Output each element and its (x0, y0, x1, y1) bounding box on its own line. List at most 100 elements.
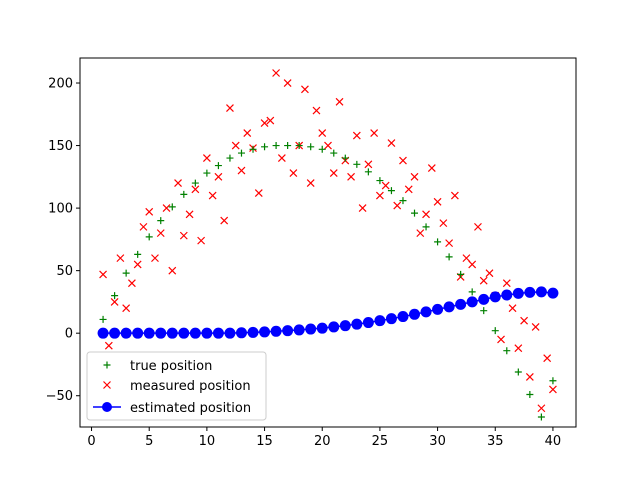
true-point (480, 307, 488, 315)
true-point (341, 154, 349, 162)
measured-point (99, 270, 107, 279)
measured-point (364, 160, 373, 169)
measured-point (104, 341, 113, 350)
measured-point (260, 119, 269, 127)
estimated-point (109, 327, 121, 339)
true-point (422, 223, 430, 231)
measured-point (439, 219, 448, 228)
measured-point (404, 185, 413, 194)
true-point (468, 288, 476, 296)
true-point (353, 160, 361, 168)
x-tick-label: 40 (545, 434, 562, 449)
estimated-point (443, 301, 455, 313)
estimated-point (501, 289, 513, 301)
true-point (295, 142, 303, 150)
measured-point (202, 154, 211, 162)
estimated-point (466, 296, 478, 308)
measured-point (312, 106, 321, 115)
true-point (111, 292, 119, 300)
measured-point (306, 179, 315, 188)
measured-point (266, 116, 275, 125)
estimated-point (524, 286, 536, 298)
measured-point (358, 204, 367, 213)
x-tick-label: 0 (87, 434, 95, 449)
estimated-point (351, 318, 363, 330)
legend-label-measured: measured position (130, 379, 251, 394)
measured-point (283, 79, 292, 87)
estimated-point (316, 322, 328, 334)
y-tick-label: 200 (48, 77, 73, 92)
true-point (457, 270, 465, 278)
legend-label-true: true position (130, 359, 212, 374)
measured-point (381, 181, 390, 190)
measured-point (474, 222, 482, 231)
estimated-point (143, 327, 155, 339)
true-point (191, 179, 199, 187)
measured-point (145, 207, 154, 216)
true-point (364, 168, 372, 176)
measured-point (375, 191, 384, 200)
measured-point (301, 85, 309, 94)
true-point (514, 368, 522, 376)
measured-point (139, 222, 148, 231)
true-point (249, 145, 257, 153)
measured-point (347, 172, 355, 181)
y-tick-label: 100 (48, 202, 73, 217)
estimated-point (420, 306, 432, 318)
true-point (145, 233, 153, 241)
estimated-point (293, 324, 305, 336)
estimated-point (397, 311, 409, 323)
measured-point (185, 210, 194, 219)
estimated-point (547, 287, 559, 299)
true-point (434, 238, 442, 246)
x-tick-label: 20 (314, 434, 331, 449)
true-point (399, 197, 407, 205)
true-point (203, 169, 211, 177)
measured-point (525, 373, 534, 381)
x-tick-label: 10 (199, 434, 216, 449)
estimated-point (282, 325, 294, 337)
true-point (226, 154, 234, 162)
measured-point (479, 276, 488, 285)
measured-point (427, 164, 436, 172)
measured-point (289, 169, 298, 178)
estimated-point (166, 327, 178, 339)
true-point (376, 177, 384, 185)
estimated-point (328, 321, 340, 333)
x-tick-label: 25 (372, 434, 389, 449)
true-point (318, 145, 326, 153)
estimated-line (103, 291, 554, 334)
estimated-point (362, 317, 374, 329)
estimated-position-series (97, 286, 559, 339)
measured-point (462, 254, 471, 263)
measured-point (122, 304, 131, 313)
measured-point (422, 210, 430, 219)
measured-point (531, 323, 540, 331)
measured-point (127, 279, 136, 288)
true-point (134, 250, 142, 258)
measured-point (387, 139, 396, 147)
axes-frame (79, 57, 577, 428)
true-point (122, 269, 130, 277)
estimated-point (259, 326, 271, 338)
measured-point (214, 172, 223, 181)
estimated-point (132, 327, 144, 339)
estimated-point (478, 293, 490, 305)
x-tick-label: 30 (429, 434, 446, 449)
legend: true position measured position estimate… (86, 351, 267, 421)
measured-point (410, 172, 419, 181)
x-tick-label: 35 (487, 434, 504, 449)
measured-point (352, 131, 361, 140)
true-position-series (99, 142, 557, 421)
measured-point (208, 191, 217, 200)
estimated-point (120, 327, 132, 339)
estimated-point (224, 327, 236, 339)
measured-point (179, 231, 188, 240)
estimated-point (489, 291, 501, 303)
true-point (549, 377, 557, 385)
y-tick-label: 50 (56, 264, 73, 279)
estimated-point (512, 287, 524, 299)
legend-marker-estimated (102, 402, 112, 412)
tick-layer: 0 5 10 15 20 25 30 35 40 −50 0 50 100 150 200 (46, 77, 562, 449)
